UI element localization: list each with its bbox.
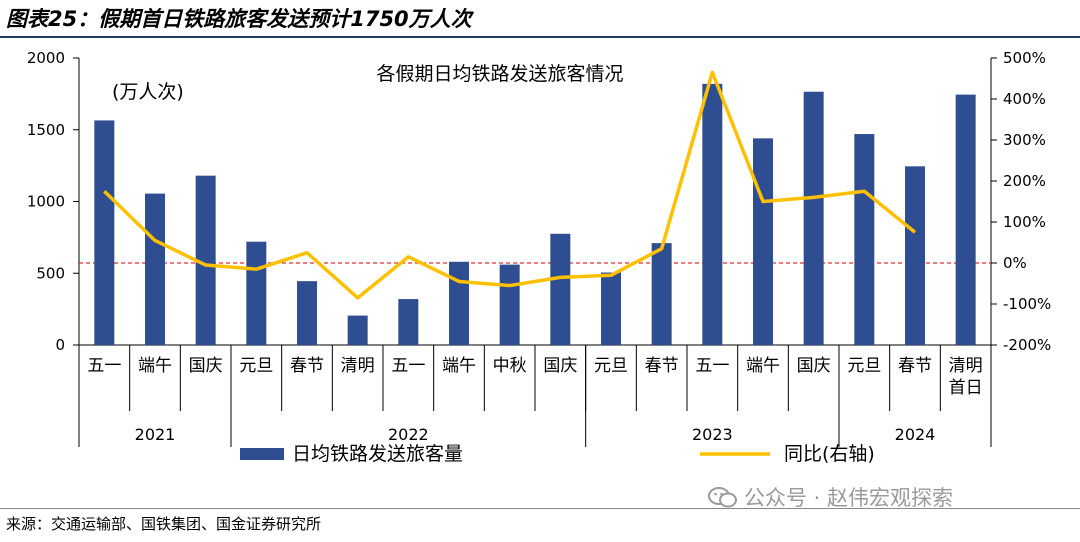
category-label: 五一 (695, 356, 729, 376)
yoy-line-series (103, 70, 917, 300)
category-label: 春节 (898, 356, 932, 376)
bar (449, 261, 469, 345)
legend-label-bar: 日均铁路发送旅客量 (292, 443, 463, 465)
year-label: 2024 (895, 425, 936, 444)
right-tick-label: 300% (1003, 131, 1046, 149)
category-label: 端午 (138, 356, 172, 376)
right-tick-label: -100% (1003, 295, 1051, 313)
bar (955, 94, 976, 345)
category-label: 国庆 (189, 356, 223, 376)
bar (601, 272, 621, 345)
bar (398, 299, 419, 345)
chart-title: 图表25：假期首日铁路旅客发送预计1750万人次 (6, 7, 472, 31)
legend-label-line: 同比(右轴) (784, 443, 875, 465)
category-label: 元旦 (594, 356, 628, 376)
bar (702, 83, 723, 345)
year-label: 2022 (388, 425, 429, 444)
legend: 日均铁路发送旅客量 同比(右轴) (240, 443, 875, 465)
plot-title: 各假期日均铁路发送旅客情况 (376, 63, 623, 85)
category-label: 五一 (87, 356, 121, 376)
left-tick-label: 1000 (27, 193, 65, 211)
left-tick-label: 2000 (27, 49, 65, 67)
yoy-line (103, 70, 917, 300)
left-tick-label: 500 (36, 264, 65, 282)
bar (145, 193, 165, 345)
right-tick-label: 200% (1003, 172, 1046, 190)
legend-swatch-bar (240, 448, 284, 460)
category-label: 国庆 (543, 356, 577, 376)
category-label: 首日 (949, 378, 983, 398)
category-label: 端午 (442, 356, 476, 376)
right-axis: -200% -100% 0% 100% 200% 300% 400% 500% (991, 49, 1051, 354)
right-tick-label: -200% (1003, 336, 1051, 354)
bar (246, 241, 267, 345)
source-note: 来源：交通运输部、国铁集团、国金证券研究所 (6, 515, 322, 533)
bar-series (94, 83, 976, 345)
category-label: 春节 (290, 356, 324, 376)
bar (905, 166, 925, 345)
left-tick-label: 1500 (27, 121, 65, 139)
right-tick-label: 400% (1003, 90, 1046, 108)
category-label: 国庆 (797, 356, 831, 376)
category-axis: 五一 端午 国庆 元旦 春节 清明 五一 端午 中秋 国庆 元旦 春节 五一 端午 国庆 元旦 春节 清明首日20… (78, 345, 992, 447)
bar (499, 264, 520, 345)
year-label: 2021 (135, 425, 176, 444)
plot-frame (78, 58, 992, 346)
watermark: 公众号 · 赵伟宏观探索 (708, 482, 953, 512)
bar (803, 91, 824, 345)
category-label: 端午 (746, 356, 780, 376)
bar (297, 281, 317, 345)
category-label: 春节 (645, 356, 679, 376)
watermark-text: 公众号 · 赵伟宏观探索 (744, 486, 954, 510)
unit-label: (万人次) (112, 81, 184, 103)
category-label: 元旦 (239, 356, 273, 376)
bar (753, 138, 773, 345)
chart: 0 500 1000 1500 2000 -200% -100% 0% 100% 200% 300… (27, 49, 1051, 465)
right-tick-label: 500% (1003, 49, 1046, 67)
bar (550, 233, 571, 345)
bar (651, 243, 672, 345)
year-label: 2023 (692, 425, 733, 444)
title-divider (0, 36, 1080, 38)
left-axis: 0 500 1000 1500 2000 (27, 49, 79, 354)
category-label: 清明 (949, 356, 983, 376)
wechat-icon (708, 487, 737, 508)
right-tick-label: 100% (1003, 213, 1046, 231)
category-label: 元旦 (847, 356, 881, 376)
bar (94, 120, 115, 345)
bar (195, 175, 216, 345)
left-tick-label: 0 (55, 336, 65, 354)
bar (347, 315, 368, 345)
bar (854, 134, 875, 345)
right-tick-label: 0% (1003, 254, 1027, 272)
footer-divider (0, 508, 1080, 509)
category-label: 五一 (391, 356, 425, 376)
category-label: 中秋 (493, 356, 527, 376)
category-label: 清明 (341, 356, 375, 376)
